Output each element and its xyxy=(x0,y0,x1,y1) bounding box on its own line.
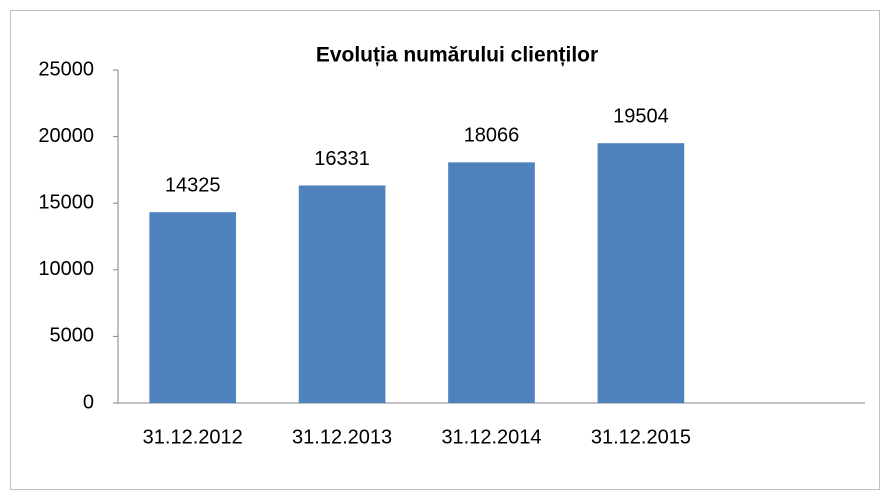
chart-title: Evoluția numărului clienților xyxy=(316,44,598,67)
bar xyxy=(448,162,535,403)
x-tick-label: 31.12.2013 xyxy=(292,426,392,448)
x-tick-label: 31.12.2015 xyxy=(591,426,691,448)
y-tick-label: 10000 xyxy=(38,258,94,280)
data-label: 14325 xyxy=(165,174,221,196)
y-tick-label: 0 xyxy=(83,391,94,413)
data-label: 18066 xyxy=(464,125,520,147)
chart-border xyxy=(10,10,880,490)
x-tick-label: 31.12.2012 xyxy=(143,426,243,448)
x-tick-label: 31.12.2014 xyxy=(441,426,541,448)
y-tick-label: 5000 xyxy=(50,325,95,347)
bar xyxy=(149,212,237,403)
data-label: 16331 xyxy=(314,148,370,170)
y-tick-label: 20000 xyxy=(38,125,94,147)
bar xyxy=(597,143,685,403)
y-tick-label: 15000 xyxy=(38,191,94,213)
data-label: 19504 xyxy=(613,105,669,127)
bar xyxy=(298,185,386,403)
y-tick-label: 25000 xyxy=(38,58,94,80)
